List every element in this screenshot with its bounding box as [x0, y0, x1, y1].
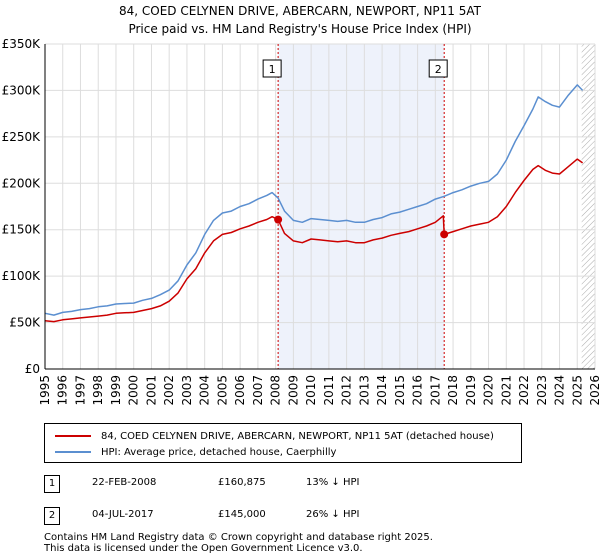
sale-marker-label-box [428, 59, 448, 78]
legend-label-property: 84, COED CELYNEN DRIVE, ABERCARN, NEWPOR… [101, 430, 494, 442]
chart-subtitle: Price paid vs. HM Land Registry's House … [128, 22, 471, 36]
x-tick-label: 2014 [375, 375, 389, 406]
x-tick-label: 2022 [517, 375, 531, 406]
transaction-date: 22-FEB-2008 [92, 477, 157, 488]
x-tick-label: 2006 [233, 375, 247, 406]
y-tick-label: £150K [2, 223, 42, 237]
x-tick-label: 2001 [144, 375, 158, 406]
future-hatch-area [581, 44, 595, 369]
x-tick-label: 2015 [393, 375, 407, 406]
legend-swatch-hpi [55, 451, 91, 453]
sale-marker-label: 1 [269, 63, 276, 76]
transaction-number: 1 [44, 475, 60, 493]
y-tick-label: £250K [2, 130, 42, 144]
x-tick-label: 1996 [56, 375, 70, 406]
y-tick-label: £300K [2, 83, 42, 97]
x-tick-label: 2011 [322, 375, 336, 406]
x-tick-label: 1999 [109, 375, 123, 406]
footer-licence: This data is licensed under the Open Gov… [44, 543, 363, 554]
transaction-price: £160,875 [218, 477, 266, 488]
x-tick-label: 2019 [464, 375, 478, 406]
x-tick-label: 2018 [446, 375, 460, 406]
sale-marker-label: 2 [435, 63, 442, 76]
hpi-series-line [44, 84, 584, 316]
x-tick-label: 2010 [304, 375, 318, 406]
x-tick-label: 2016 [411, 375, 425, 406]
y-tick-label: £200K [2, 176, 42, 190]
x-tick-label: 2021 [499, 375, 513, 406]
x-tick-label: 1995 [38, 375, 52, 406]
y-tick-label: £0 [25, 362, 40, 376]
transaction-price: £145,000 [218, 509, 266, 520]
x-tick-label: 2008 [269, 375, 283, 406]
x-tick-label: 2007 [251, 375, 265, 406]
x-tick-label: 2023 [535, 375, 549, 406]
x-tick-label: 2012 [340, 375, 354, 406]
x-tick-label: 2020 [482, 375, 496, 406]
sale-point [440, 230, 449, 239]
legend: 84, COED CELYNEN DRIVE, ABERCARN, NEWPOR… [44, 423, 522, 463]
footer: Contains HM Land Registry data © Crown c… [44, 532, 433, 554]
price-chart: 84, COED CELYNEN DRIVE, ABERCARN, NEWPOR… [2, 4, 600, 406]
y-tick-label: £350K [2, 37, 42, 51]
legend-label-hpi: HPI: Average price, detached house, Caer… [101, 446, 337, 458]
x-tick-label: 2002 [162, 375, 176, 406]
transaction-hpi-diff: 13% ↓ HPI [306, 477, 360, 488]
x-tick-label: 2026 [588, 375, 600, 406]
x-tick-label: 2017 [428, 375, 442, 406]
sale-point [274, 215, 283, 224]
legend-item-property: 84, COED CELYNEN DRIVE, ABERCARN, NEWPOR… [55, 428, 494, 444]
x-tick-label: 2013 [357, 375, 371, 406]
x-tick-label: 2025 [570, 375, 584, 406]
x-tick-label: 1998 [91, 375, 105, 406]
x-tick-label: 1997 [73, 375, 87, 406]
x-tick-label: 2009 [286, 375, 300, 406]
x-tick-label: 2024 [553, 375, 567, 406]
property-series-line [44, 158, 584, 323]
x-tick-label: 2003 [180, 375, 194, 406]
transaction-number: 2 [44, 507, 60, 525]
y-tick-label: £100K [2, 269, 42, 283]
legend-swatch-property [55, 435, 91, 437]
sale-marker-label-box [262, 59, 282, 78]
transaction-date: 04-JUL-2017 [92, 509, 154, 520]
transaction-hpi-diff: 26% ↓ HPI [306, 509, 360, 520]
footer-copyright: Contains HM Land Registry data © Crown c… [44, 532, 433, 543]
y-tick-label: £50K [9, 316, 41, 330]
x-tick-label: 2000 [127, 375, 141, 406]
legend-item-hpi: HPI: Average price, detached house, Caer… [55, 444, 336, 460]
chart-title: 84, COED CELYNEN DRIVE, ABERCARN, NEWPOR… [119, 4, 482, 18]
x-tick-label: 2005 [215, 375, 229, 406]
x-tick-label: 2004 [198, 375, 212, 406]
